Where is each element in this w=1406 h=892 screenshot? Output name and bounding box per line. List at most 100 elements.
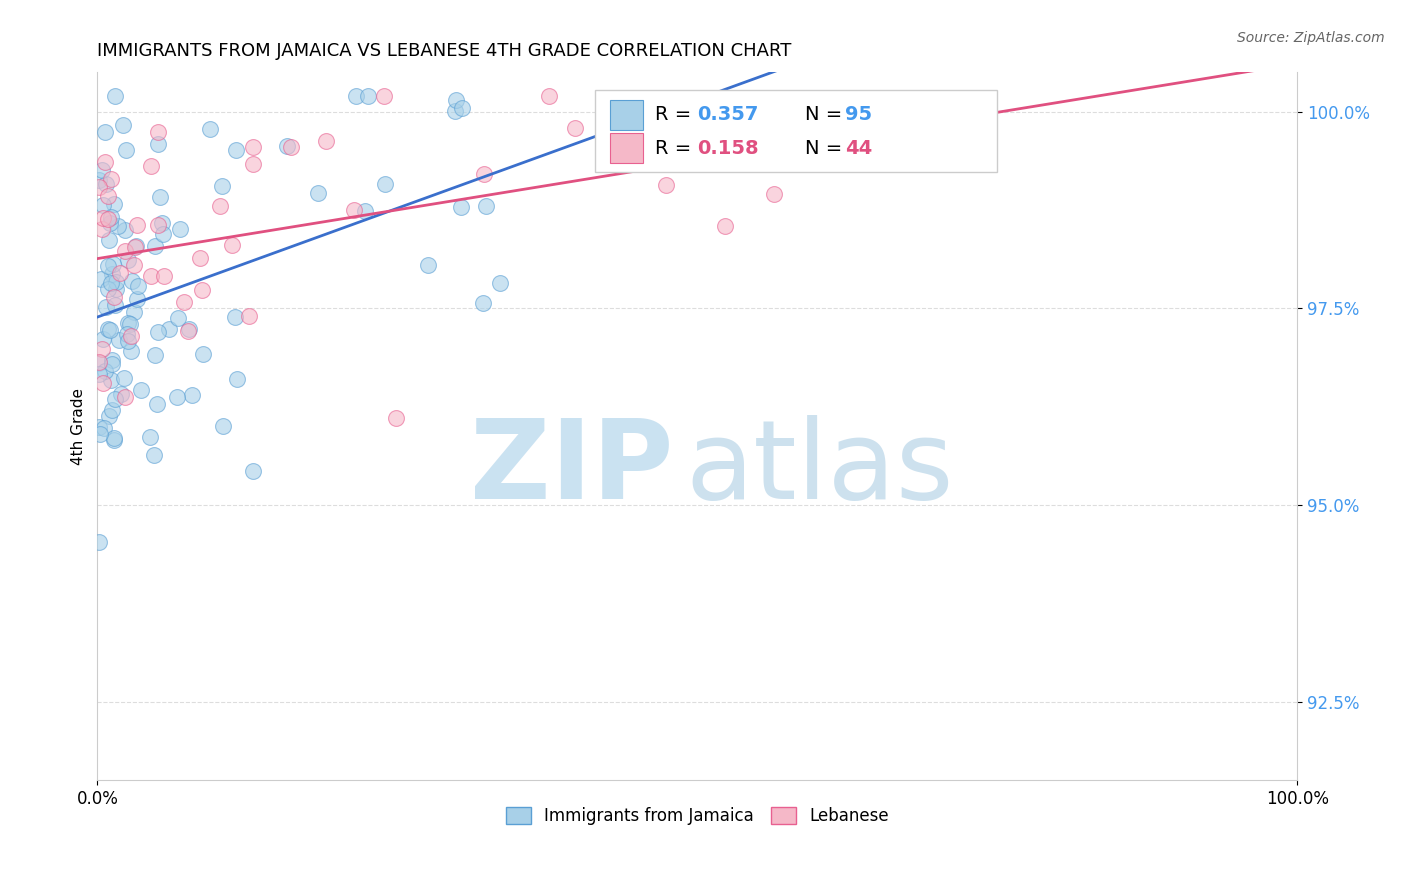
Point <box>280 140 302 154</box>
Point <box>221 238 243 252</box>
Point <box>121 274 143 288</box>
Point <box>344 89 367 103</box>
Point <box>101 357 124 371</box>
Point <box>112 118 135 132</box>
Point <box>103 197 125 211</box>
Point <box>124 258 146 272</box>
Point <box>153 268 176 283</box>
Point <box>115 143 138 157</box>
Point <box>91 198 114 212</box>
Point <box>190 252 212 266</box>
Point <box>238 309 260 323</box>
Point <box>114 390 136 404</box>
Point <box>101 268 124 282</box>
Point <box>108 266 131 280</box>
Text: 0.357: 0.357 <box>697 105 759 124</box>
Point <box>654 178 676 192</box>
Point <box>141 159 163 173</box>
Point <box>100 210 122 224</box>
Point <box>94 300 117 314</box>
Point <box>129 383 152 397</box>
Point <box>242 464 264 478</box>
Point <box>143 239 166 253</box>
Point <box>97 282 120 296</box>
Point <box>97 259 120 273</box>
Point <box>537 89 560 103</box>
Point <box>89 173 111 187</box>
Point <box>177 322 200 336</box>
Point <box>148 325 170 339</box>
Point <box>475 199 498 213</box>
Point <box>100 172 122 186</box>
Point <box>357 89 380 103</box>
Point <box>146 397 169 411</box>
Point <box>181 388 204 402</box>
Text: 44: 44 <box>845 138 872 158</box>
Point <box>173 294 195 309</box>
Text: ZIP: ZIP <box>470 416 673 523</box>
Point <box>148 125 170 139</box>
Point <box>472 296 495 310</box>
Point <box>146 219 169 233</box>
Point <box>343 202 366 217</box>
Point <box>193 346 215 360</box>
Point <box>101 403 124 417</box>
Point <box>97 211 120 226</box>
Point <box>120 343 142 358</box>
Point <box>150 216 173 230</box>
Point <box>354 203 377 218</box>
Text: N =: N = <box>806 138 849 158</box>
Point <box>93 376 115 391</box>
Point <box>90 272 112 286</box>
Legend: Immigrants from Jamaica, Lebanese: Immigrants from Jamaica, Lebanese <box>506 807 889 825</box>
Point <box>472 167 495 181</box>
Point <box>108 333 131 347</box>
Point <box>93 211 115 225</box>
Point <box>212 418 235 433</box>
Point <box>97 189 120 203</box>
Point <box>103 433 125 447</box>
Point <box>225 143 247 157</box>
Point <box>451 102 474 116</box>
Point <box>87 354 110 368</box>
Point <box>714 219 737 234</box>
Point <box>120 328 142 343</box>
Point <box>105 275 128 289</box>
Point <box>100 276 122 290</box>
Point <box>169 221 191 235</box>
Point <box>115 326 138 341</box>
Point <box>89 426 111 441</box>
Point <box>89 180 111 194</box>
Bar <box>610 100 644 129</box>
Point <box>127 279 149 293</box>
Point <box>790 131 813 145</box>
Point <box>93 154 115 169</box>
Text: N =: N = <box>806 105 849 124</box>
Text: IMMIGRANTS FROM JAMAICA VS LEBANESE 4TH GRADE CORRELATION CHART: IMMIGRANTS FROM JAMAICA VS LEBANESE 4TH … <box>97 42 792 60</box>
Point <box>385 411 408 425</box>
Point <box>89 356 111 370</box>
FancyBboxPatch shape <box>595 90 997 171</box>
Point <box>315 134 337 148</box>
Point <box>114 244 136 259</box>
Point <box>226 372 249 386</box>
Point <box>224 310 246 325</box>
Point <box>97 409 120 423</box>
Point <box>117 334 139 348</box>
Point <box>444 93 467 107</box>
Point <box>125 218 148 232</box>
Point <box>104 282 127 296</box>
Point <box>110 387 132 401</box>
Point <box>242 157 264 171</box>
Point <box>762 186 785 201</box>
Point <box>148 137 170 152</box>
Point <box>564 120 586 135</box>
Point <box>91 332 114 346</box>
Point <box>118 318 141 332</box>
Point <box>124 240 146 254</box>
Point <box>157 322 180 336</box>
Point <box>114 222 136 236</box>
Point <box>374 177 396 191</box>
Point <box>104 298 127 312</box>
Point <box>98 216 121 230</box>
